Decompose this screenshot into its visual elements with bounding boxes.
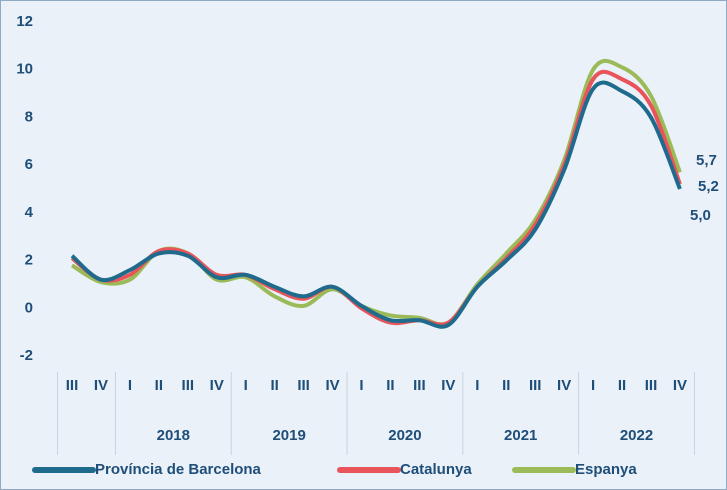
x-tick-label: III: [413, 377, 426, 394]
x-tick-label: III: [66, 377, 79, 394]
x-tick-label: II: [618, 377, 626, 394]
x-tick-label: II: [270, 377, 278, 394]
x-tick-label: IV: [325, 377, 339, 394]
data-label: 5,7: [696, 152, 717, 169]
x-tick-label: III: [182, 377, 195, 394]
x-tick-label: I: [359, 377, 363, 394]
legend-label: Espanya: [575, 461, 637, 478]
data-label: 5,0: [690, 207, 711, 224]
x-tick-label: II: [502, 377, 510, 394]
y-tick-label: -2: [20, 347, 33, 364]
x-tick-label: I: [128, 377, 132, 394]
y-tick-label: 6: [25, 156, 33, 173]
group-label: 2018: [157, 427, 190, 444]
x-tick-label: I: [244, 377, 248, 394]
x-tick-label: II: [386, 377, 394, 394]
y-tick-label: 0: [25, 299, 33, 316]
data-label: 5,2: [698, 178, 719, 195]
x-tick-label: IV: [673, 377, 687, 394]
group-label: 2021: [504, 427, 537, 444]
x-tick-label: IV: [210, 377, 224, 394]
x-tick-label: IV: [441, 377, 455, 394]
y-tick-label: 12: [16, 13, 33, 30]
x-tick-label: III: [645, 377, 658, 394]
group-label: 2022: [620, 427, 653, 444]
legend-label: Província de Barcelona: [95, 461, 262, 478]
x-tick-label: IV: [94, 377, 108, 394]
group-label: 2020: [388, 427, 421, 444]
y-tick-label: 8: [25, 108, 33, 125]
y-tick-label: 2: [25, 252, 33, 269]
series-line: [70, 69, 682, 327]
legend-label: Catalunya: [400, 461, 472, 478]
x-tick-label: I: [475, 377, 479, 394]
x-tick-label: I: [591, 377, 595, 394]
series-line: [70, 80, 682, 329]
x-tick-label: IV: [557, 377, 571, 394]
y-tick-label: 4: [25, 204, 34, 221]
x-tick-label: III: [529, 377, 542, 394]
x-tick-label: II: [155, 377, 163, 394]
y-tick-label: 10: [16, 61, 33, 78]
group-label: 2019: [272, 427, 305, 444]
x-tick-label: III: [297, 377, 310, 394]
